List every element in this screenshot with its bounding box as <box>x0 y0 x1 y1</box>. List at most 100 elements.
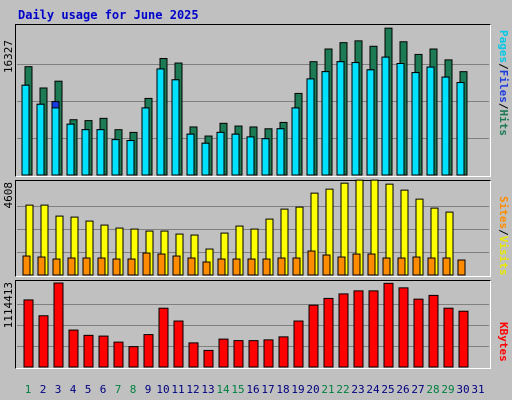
day-label: 4 <box>70 383 77 396</box>
day-label: 1 <box>25 383 32 396</box>
day-label: 12 <box>186 383 199 396</box>
sites-bar <box>157 253 166 276</box>
pages-bar <box>396 63 405 176</box>
day-label: 3 <box>55 383 62 396</box>
day-label: 24 <box>366 383 380 396</box>
sites-bar <box>322 254 331 276</box>
day-label: 30 <box>456 383 469 396</box>
sites-bar <box>22 255 31 276</box>
legend-files: Files <box>497 69 510 103</box>
day-label: 23 <box>351 383 364 396</box>
legend-hits-files-pages: Pages/Files/Hits <box>497 30 510 136</box>
pages-bar <box>411 72 420 176</box>
legend-kbytes-label: KBytes <box>497 322 510 362</box>
sites-bar <box>52 258 61 276</box>
pages-bar <box>81 129 90 176</box>
sites-bar <box>172 255 181 276</box>
sites-bar <box>247 258 256 276</box>
day-label: 5 <box>85 383 92 396</box>
pages-bar <box>171 79 180 176</box>
kbytes-bar <box>413 298 424 368</box>
kbytes-bar <box>383 282 394 368</box>
day-label: 19 <box>291 383 304 396</box>
pages-bar <box>366 69 375 176</box>
legend-sites: Sites <box>497 196 510 230</box>
sites-bar <box>37 256 46 276</box>
sites-bar <box>142 252 151 276</box>
pages-bar <box>276 128 285 176</box>
pages-bar <box>321 71 330 176</box>
sites-bar <box>97 257 106 276</box>
sites-bar <box>442 257 451 276</box>
kbytes-bar <box>308 304 319 368</box>
day-label: 11 <box>171 383 184 396</box>
day-label: 31 <box>471 383 484 396</box>
day-label: 13 <box>201 383 214 396</box>
kbytes-bar <box>128 346 139 368</box>
pages-bar <box>216 131 225 176</box>
kbytes-bar <box>113 341 124 368</box>
pages-bar <box>51 107 60 176</box>
day-label: 7 <box>115 383 122 396</box>
pages-bar <box>306 78 315 176</box>
kbytes-bar <box>83 334 94 368</box>
kbytes-bar <box>68 329 79 368</box>
pages-bar <box>231 133 240 176</box>
chart-title: Daily usage for June 2025 <box>18 8 199 22</box>
sites-bar <box>202 261 211 276</box>
sites-bar <box>112 258 121 276</box>
kbytes-bar <box>323 297 334 368</box>
sites-bar <box>352 253 361 276</box>
day-label: 26 <box>396 383 409 396</box>
sites-bar <box>217 258 226 276</box>
kbytes-bar <box>173 320 184 368</box>
kbytes-bar <box>233 340 244 368</box>
sites-bar <box>457 259 466 276</box>
sites-bar <box>67 257 76 276</box>
pages-bar <box>351 62 360 176</box>
day-label: 9 <box>145 383 152 396</box>
sites-bar <box>82 257 91 276</box>
day-label: 18 <box>276 383 289 396</box>
kbytes-bar <box>338 293 349 368</box>
legend-kbytes: KBytes <box>497 322 510 362</box>
kbytes-bar <box>353 290 364 368</box>
kbytes-bar <box>38 315 49 368</box>
sites-bar <box>277 257 286 276</box>
pages-bar <box>441 76 450 176</box>
legend-visits: Visits <box>497 235 510 276</box>
pages-bar <box>156 68 165 176</box>
sites-bar <box>262 258 271 276</box>
sites-bar <box>412 256 421 276</box>
kbytes-bar <box>398 287 409 368</box>
pages-bar <box>141 107 150 176</box>
kbytes-bar <box>293 320 304 368</box>
legend-pages: Pages <box>497 30 510 64</box>
day-label: 15 <box>231 383 244 396</box>
kbytes-bar <box>203 349 214 368</box>
sites-bar <box>367 253 376 276</box>
day-label: 21 <box>321 383 334 396</box>
pages-bar <box>201 142 210 176</box>
pages-bar <box>426 66 435 176</box>
day-label: 2 <box>40 383 47 396</box>
kbytes-bar <box>368 290 379 368</box>
day-label: 20 <box>306 383 319 396</box>
kbytes-bar <box>263 339 274 368</box>
sites-bar <box>292 257 301 276</box>
kbytes-bar <box>458 310 469 368</box>
legend-hits: Hits <box>497 109 510 137</box>
kbytes-bar <box>218 338 229 368</box>
pages-bar <box>186 133 195 176</box>
sites-bar <box>187 257 196 276</box>
day-label: 25 <box>381 383 394 396</box>
kbytes-bar <box>188 342 199 368</box>
sites-bar <box>307 250 316 276</box>
pages-bar <box>36 103 45 176</box>
kbytes-bar <box>443 307 454 368</box>
pages-bar <box>111 139 120 176</box>
day-label: 17 <box>261 383 274 396</box>
day-label: 29 <box>441 383 454 396</box>
day-label: 14 <box>216 383 230 396</box>
